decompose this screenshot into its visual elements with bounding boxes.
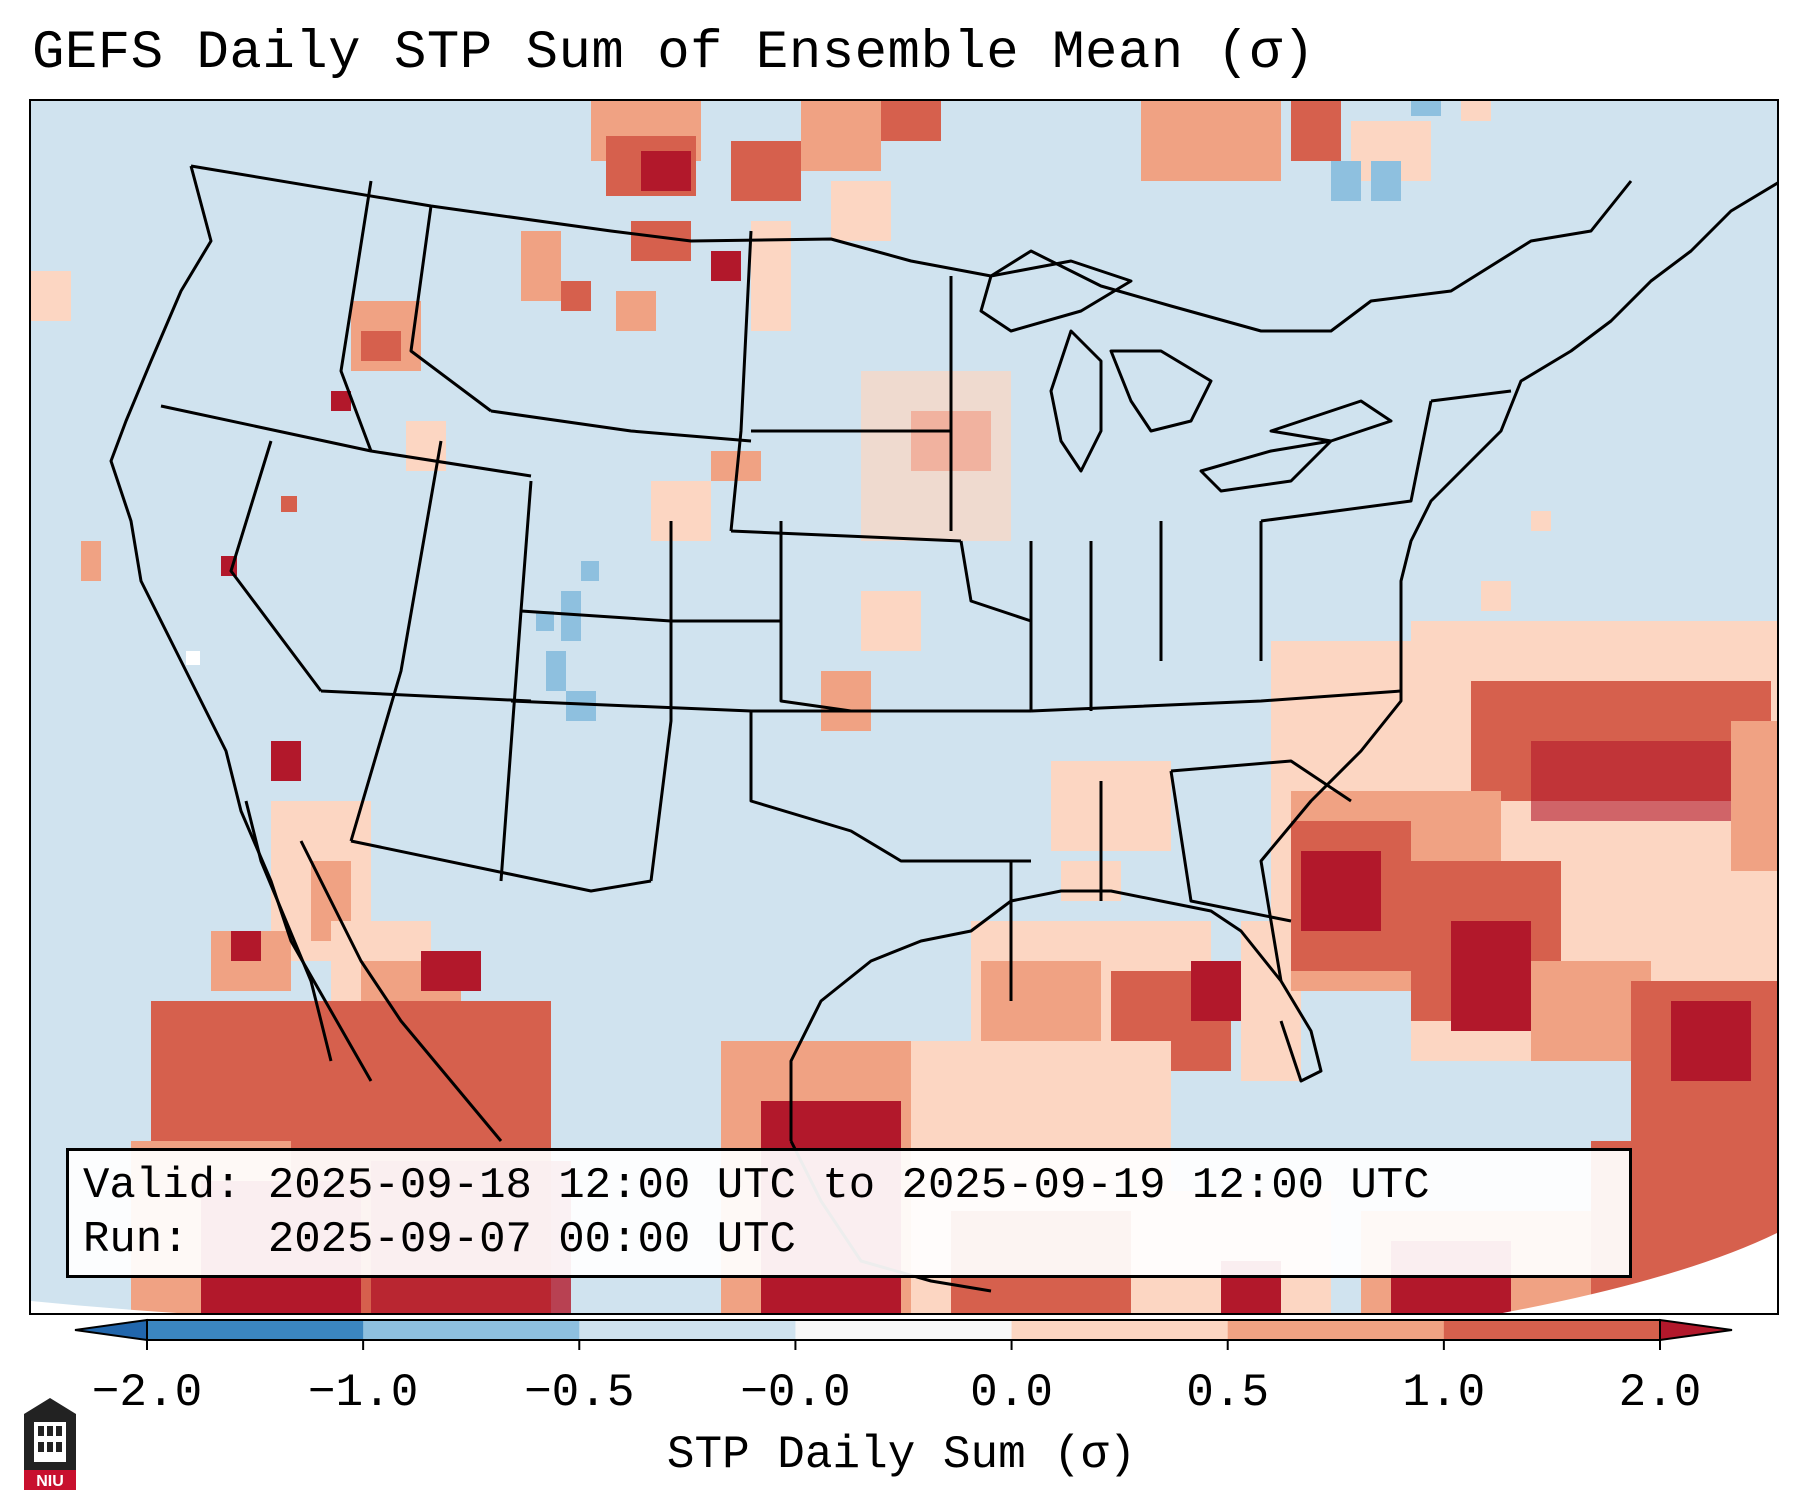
colorbar-outline: [146, 1319, 1661, 1341]
colorbar-bin: [1011, 1320, 1229, 1340]
colorbar-tick-label: −0.0: [740, 1367, 851, 1419]
logo-text: NIU: [36, 1473, 64, 1490]
logo-banner: [24, 1470, 76, 1490]
validity-info-box: Valid: 2025-09-18 12:00 UTC to 2025-09-1…: [66, 1148, 1632, 1278]
colorbar-tick-label: −1.0: [307, 1367, 419, 1419]
colorbar-tick-label: 0.0: [970, 1367, 1053, 1419]
colorbar-extend-low: [74, 1318, 148, 1342]
chart-title: GEFS Daily STP Sum of Ensemble Mean (σ): [32, 23, 1316, 84]
run-time-text: Run: 2025-09-07 00:00 UTC: [83, 1215, 796, 1265]
colorbar-bin: [363, 1320, 580, 1340]
colorbar-bin: [1443, 1320, 1661, 1340]
colorbar-bins: [74, 1318, 1733, 1350]
colorbar-tick-label: −0.5: [524, 1367, 635, 1419]
stp-anomaly-shading: [31, 101, 1777, 1313]
university-building-icon: [24, 1398, 76, 1470]
colorbar-bin: [147, 1320, 364, 1340]
colorbar-tick-label: 1.0: [1402, 1367, 1486, 1419]
colorbar-bin: [795, 1320, 1013, 1340]
colorbar-label: STP Daily Sum (σ): [666, 1429, 1137, 1481]
stp-map: [31, 101, 1777, 1313]
coastlines-and-state-borders: [109, 164, 1777, 1293]
colorbar-bin: [579, 1320, 796, 1340]
colorbar-tick-label: 2.0: [1618, 1367, 1702, 1419]
niu-logo: NIU: [24, 1398, 76, 1490]
valid-time-text: Valid: 2025-09-18 12:00 UTC to 2025-09-1…: [83, 1161, 1430, 1211]
colorbar-tick-label: 0.5: [1186, 1367, 1270, 1419]
colorbar-tick-label: −2.0: [91, 1367, 203, 1419]
colorbar-extend-high: [1659, 1318, 1733, 1342]
colorbar-bin: [1227, 1320, 1445, 1340]
map-panel: [29, 99, 1779, 1315]
colorbar: [74, 1318, 1733, 1350]
